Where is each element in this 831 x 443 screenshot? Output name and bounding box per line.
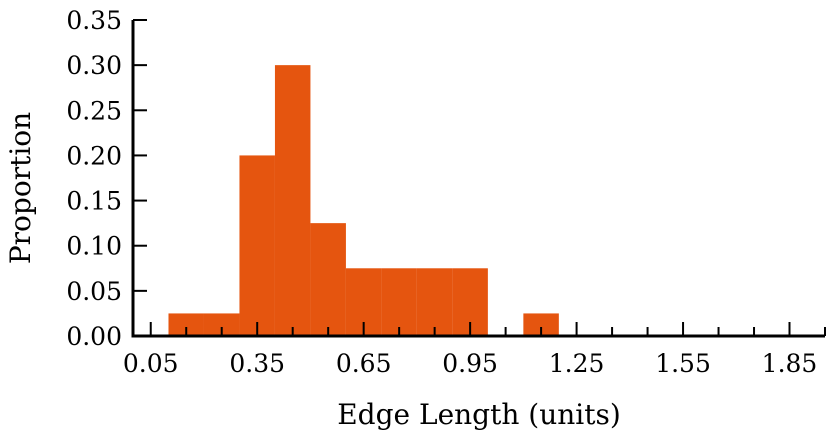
x-tick-label: 1.85	[762, 349, 818, 378]
x-tick-label: 0.65	[336, 349, 392, 378]
histogram-bar-4	[310, 223, 346, 336]
x-tick-label: 1.25	[549, 349, 605, 378]
x-tick-label: 0.95	[442, 349, 498, 378]
x-ticks-group: 0.05 0.35 0.65 0.95 1.25 1.55 1.85	[123, 322, 826, 378]
x-tick-label: 0.05	[123, 349, 179, 378]
histogram-bar-1	[203, 313, 240, 336]
x-tick-label: 1.55	[655, 349, 711, 378]
histogram-bar-6	[381, 268, 417, 336]
y-tick-label: 0.20	[66, 141, 122, 170]
y-tick-label: 0.05	[66, 277, 122, 306]
bars-group	[168, 65, 559, 337]
axes-group	[131, 20, 825, 338]
histogram-bar-9	[523, 313, 559, 336]
y-axis-label: Proportion	[4, 112, 37, 264]
y-tick-label: 0.25	[66, 96, 122, 125]
y-ticks-group: 0.00 0.05 0.10 0.15 0.20 0.25 0.30 0.35	[66, 6, 147, 351]
histogram-bar-0	[168, 313, 204, 336]
y-tick-label: 0.35	[66, 6, 122, 35]
histogram-bar-3	[274, 65, 311, 337]
y-tick-label: 0.15	[66, 187, 122, 216]
histogram-bar-2	[239, 155, 275, 336]
histogram-bar-7	[416, 268, 453, 336]
y-tick-label: 0.00	[66, 322, 122, 351]
x-axis-label: Edge Length (units)	[337, 398, 621, 431]
y-tick-label: 0.30	[66, 51, 122, 80]
x-tick-label: 0.35	[229, 349, 285, 378]
y-tick-label: 0.10	[66, 232, 122, 261]
